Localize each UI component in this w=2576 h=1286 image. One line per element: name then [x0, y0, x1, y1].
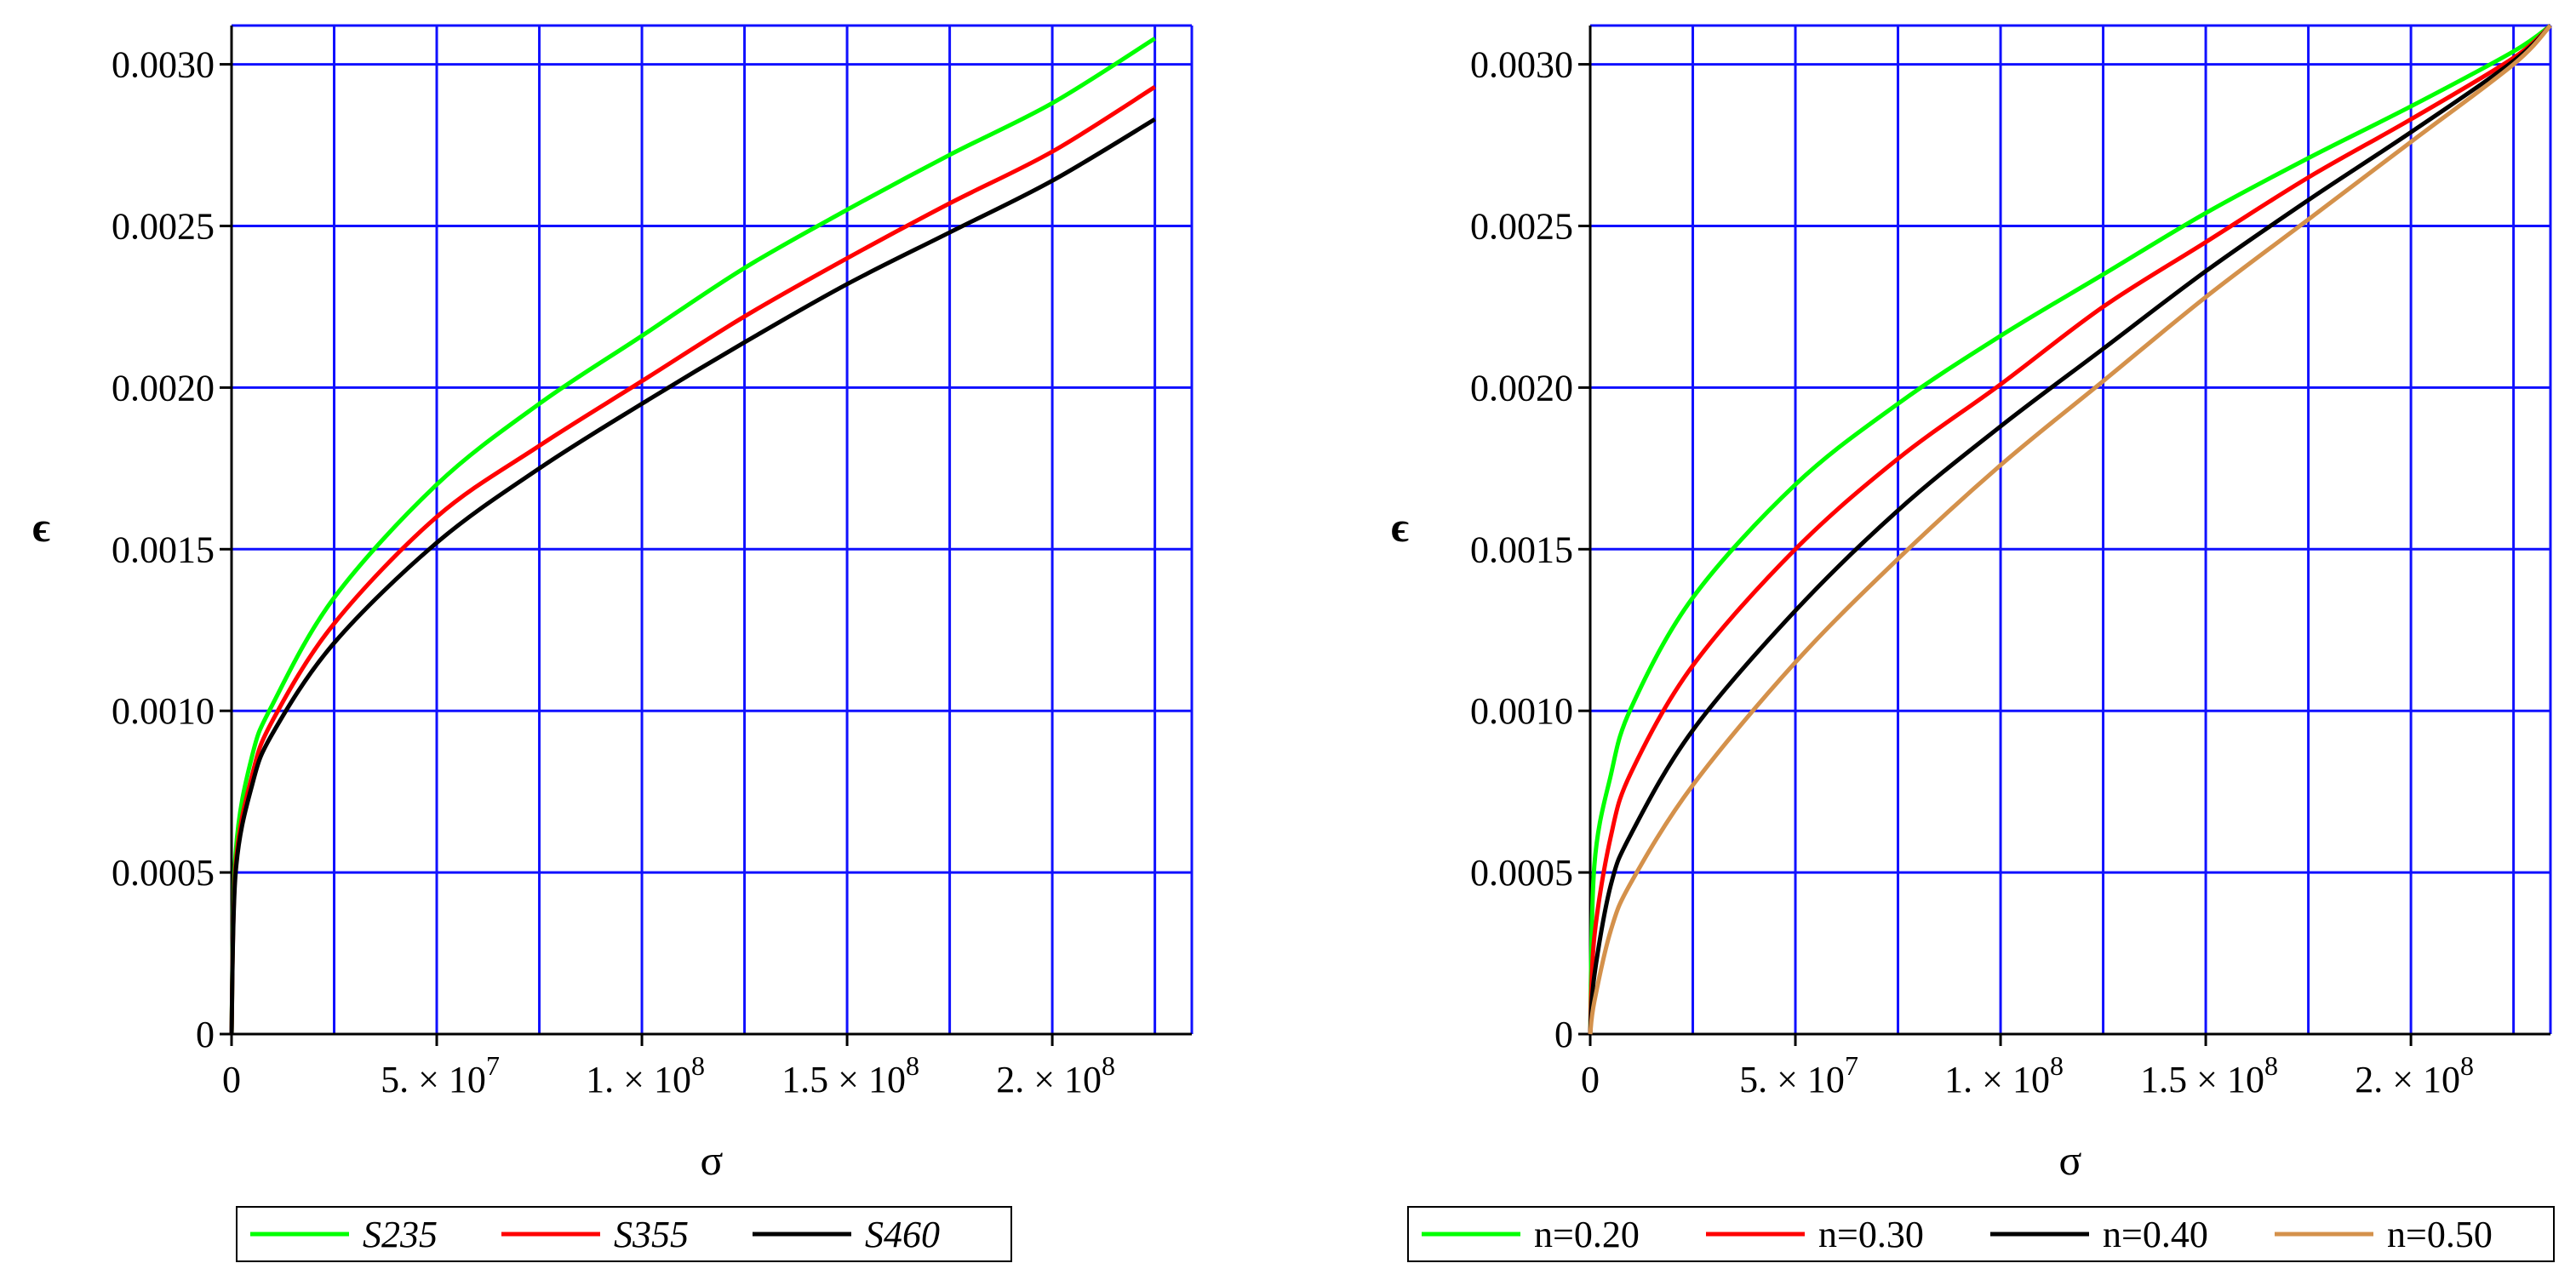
x-tick-label: 1.5 × 108 [2140, 1050, 2278, 1100]
series-line-S355 [229, 85, 1156, 1035]
y-axis-label: ϵ [1391, 503, 1409, 551]
y-tick-label: 0.0010 [112, 690, 215, 732]
series-lines [1588, 23, 2552, 1035]
legend: S235 S355 S460 [236, 1206, 1012, 1262]
series-line-n=0.40 [1588, 24, 2552, 1035]
x-tick-label: 2. × 108 [996, 1050, 1115, 1100]
grid [232, 24, 1194, 1034]
x-tick-label: 1. × 108 [586, 1050, 705, 1100]
series-line-n=0.20 [1588, 23, 2552, 1035]
y-tick-label: 0.0010 [1470, 690, 1573, 732]
series-line-S460 [229, 117, 1156, 1035]
x-tick-label: 1.5 × 108 [781, 1050, 919, 1100]
y-tick-label: 0.0020 [112, 367, 215, 409]
legend-label: n=0.50 [2387, 1214, 2493, 1255]
legend-label: S235 [363, 1214, 438, 1255]
y-tick-label: 0 [196, 1014, 215, 1055]
legend-label: n=0.30 [1818, 1214, 1924, 1255]
legend-label: S355 [614, 1214, 689, 1255]
x-tick-label: 0 [1581, 1059, 1600, 1100]
y-tick-label: 0.0015 [1470, 529, 1573, 570]
right-chart: 0 0.0005 0.0010 0.0015 0.0020 0.0025 0.0030 0 5.… [1391, 23, 2555, 1262]
y-tick-label: 0.0030 [112, 44, 215, 86]
legend-label: S460 [865, 1214, 940, 1255]
legend: n=0.20 n=0.30 n=0.40 n=0.50 [1407, 1206, 2555, 1262]
legend-label: n=0.40 [2103, 1214, 2208, 1255]
series-line-n=0.50 [1588, 24, 2552, 1035]
x-tick-label: 5. × 107 [1739, 1050, 1858, 1100]
x-tick-label: 1. × 108 [1944, 1050, 2064, 1100]
y-tick-label: 0 [1554, 1014, 1573, 1055]
series-line-S235 [229, 37, 1156, 1035]
y-tick-label: 0.0030 [1470, 44, 1573, 86]
y-tick-label: 0.0025 [112, 205, 215, 247]
series-lines [229, 37, 1156, 1035]
y-tick-label: 0.0015 [112, 529, 215, 570]
y-axis-label: ϵ [32, 503, 50, 551]
x-axis-label: σ [701, 1136, 724, 1184]
grid [1590, 24, 2552, 1034]
x-tick-label: 2. × 108 [2355, 1050, 2474, 1100]
x-tick-label: 5. × 107 [381, 1050, 500, 1100]
y-tick-label: 0.0005 [1470, 852, 1573, 894]
y-tick-label: 0.0020 [1470, 367, 1573, 409]
x-tick-label: 0 [222, 1059, 241, 1100]
y-tick-label: 0.0025 [1470, 205, 1573, 247]
legend-label: n=0.20 [1534, 1214, 1640, 1255]
x-axis-label: σ [2059, 1136, 2082, 1184]
y-tick-label: 0.0005 [112, 852, 215, 894]
series-line-n=0.30 [1588, 24, 2552, 1035]
legend-box [236, 1206, 1012, 1262]
left-chart: 0 0.0005 0.0010 0.0015 0.0020 0.0025 0.0030 0 5.… [32, 24, 1194, 1262]
